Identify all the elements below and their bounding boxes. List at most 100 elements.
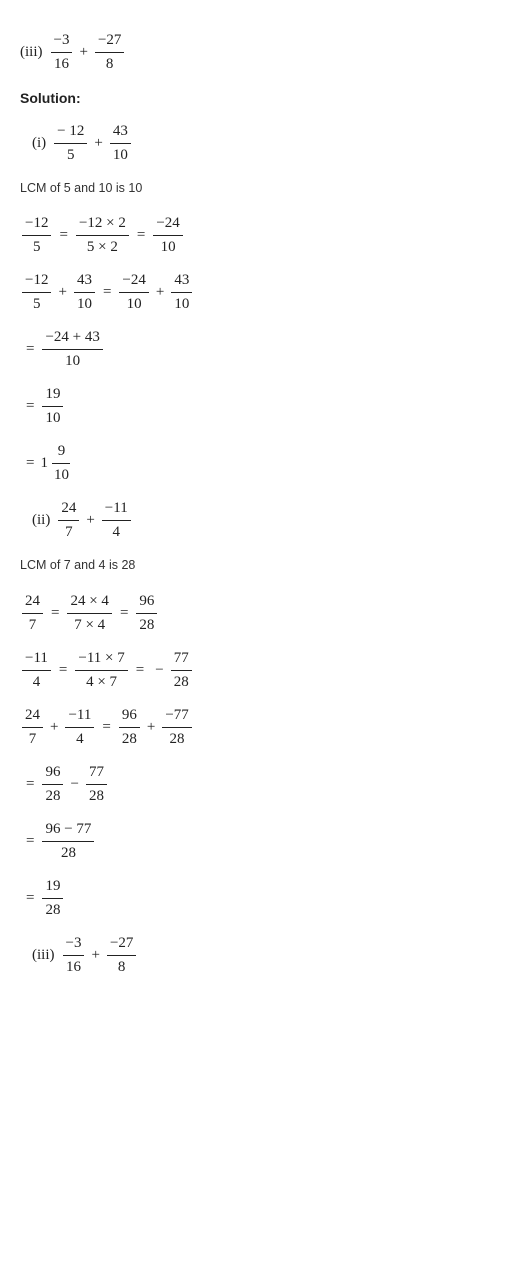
numerator: −77 — [162, 705, 191, 728]
numerator: 77 — [171, 648, 192, 671]
operator-plus: + — [86, 510, 94, 531]
numerator: 43 — [171, 270, 192, 293]
operator-plus: + — [50, 717, 58, 738]
denominator: 28 — [167, 728, 188, 750]
denominator: 7 × 4 — [71, 614, 108, 636]
step-i-b: −12 5 + 43 10 = −24 10 + 43 10 — [20, 270, 506, 315]
numerator: − 12 — [54, 121, 87, 144]
numerator: 77 — [86, 762, 107, 785]
fraction: −3 16 — [51, 30, 73, 75]
negative-sign: − — [155, 660, 163, 681]
fraction: −24 10 — [153, 213, 182, 258]
step-i-a: −12 5 = −12 × 2 5 × 2 = −24 10 — [20, 213, 506, 258]
fraction: 24 7 — [22, 705, 43, 750]
fraction: −77 28 — [162, 705, 191, 750]
label-iii: (iii) — [20, 42, 43, 63]
denominator: 28 — [58, 842, 79, 864]
denominator: 10 — [51, 464, 72, 486]
denominator: 28 — [119, 728, 140, 750]
numerator: −11 — [65, 705, 94, 728]
equals: = — [51, 603, 59, 624]
equals: = — [59, 660, 67, 681]
lcm-note-ii: LCM of 7 and 4 is 28 — [20, 557, 506, 575]
step-ii-c: 24 7 + −11 4 = 96 28 + −77 28 — [20, 705, 506, 750]
denominator: 10 — [110, 144, 131, 166]
denominator: 10 — [171, 293, 192, 315]
numerator: −3 — [63, 933, 85, 956]
denominator: 7 — [60, 521, 78, 543]
denominator: 7 — [24, 728, 42, 750]
part-i-prompt: (i) − 12 5 + 43 10 — [32, 121, 506, 166]
numerator: 24 — [58, 498, 79, 521]
numerator: 24 — [22, 705, 43, 728]
denominator: 10 — [62, 350, 83, 372]
fraction: 19 28 — [42, 876, 63, 921]
numerator: −24 — [119, 270, 148, 293]
denominator: 5 — [62, 144, 80, 166]
denominator: 8 — [113, 956, 131, 978]
numerator: −24 — [153, 213, 182, 236]
fraction: −24 + 43 10 — [42, 327, 102, 372]
fraction: 43 10 — [171, 270, 192, 315]
denominator: 7 — [24, 614, 42, 636]
fraction: 96 28 — [136, 591, 157, 636]
operator-minus: − — [70, 774, 78, 795]
fraction: 77 28 — [171, 648, 192, 693]
denominator: 28 — [42, 785, 63, 807]
fraction: −11 4 — [65, 705, 94, 750]
numerator: 43 — [74, 270, 95, 293]
denominator: 16 — [63, 956, 84, 978]
denominator: 5 × 2 — [84, 236, 121, 258]
denominator: 16 — [51, 53, 72, 75]
fraction: 19 10 — [42, 384, 63, 429]
equals: = — [102, 717, 110, 738]
operator-plus: + — [79, 42, 87, 63]
numerator: −12 — [22, 213, 51, 236]
fraction: −11 × 7 4 × 7 — [75, 648, 127, 693]
equals: = — [59, 225, 67, 246]
denominator: 5 — [28, 236, 46, 258]
numerator: −27 — [95, 30, 124, 53]
label-iii: (iii) — [32, 945, 55, 966]
fraction: −11 4 — [102, 498, 131, 543]
numerator: −11 — [102, 498, 131, 521]
numerator: 24 — [22, 591, 43, 614]
numerator: −11 × 7 — [75, 648, 127, 671]
step-i-c: = −24 + 43 10 — [20, 327, 506, 372]
step-ii-a: 24 7 = 24 × 4 7 × 4 = 96 28 — [20, 591, 506, 636]
fraction: 96 28 — [42, 762, 63, 807]
question-iii-bottom: (iii) −3 16 + −27 8 — [32, 933, 506, 978]
numerator: 96 − 77 — [42, 819, 94, 842]
numerator: −27 — [107, 933, 136, 956]
numerator: −11 — [22, 648, 51, 671]
fraction: 77 28 — [86, 762, 107, 807]
equals: = — [26, 339, 34, 360]
step-ii-b: −11 4 = −11 × 7 4 × 7 = − 77 28 — [20, 648, 506, 693]
denominator: 10 — [124, 293, 145, 315]
denominator: 28 — [171, 671, 192, 693]
numerator: 96 — [136, 591, 157, 614]
equals: = — [103, 282, 111, 303]
fraction: 96 28 — [119, 705, 140, 750]
fraction: −12 × 2 5 × 2 — [76, 213, 129, 258]
denominator: 5 — [28, 293, 46, 315]
numerator: 96 — [119, 705, 140, 728]
operator-plus: + — [91, 945, 99, 966]
operator-plus: + — [156, 282, 164, 303]
denominator: 4 — [107, 521, 125, 543]
fraction: 24 × 4 7 × 4 — [67, 591, 111, 636]
numerator: −24 + 43 — [42, 327, 102, 350]
denominator: 8 — [101, 53, 119, 75]
step-ii-e: = 96 − 77 28 — [20, 819, 506, 864]
solution-heading: Solution: — [20, 89, 506, 109]
denominator: 28 — [42, 899, 63, 921]
step-i-d: = 19 10 — [20, 384, 506, 429]
fraction: 96 − 77 28 — [42, 819, 94, 864]
fraction: −12 5 — [22, 270, 51, 315]
numerator: 19 — [42, 384, 63, 407]
numerator: 19 — [42, 876, 63, 899]
fraction: − 12 5 — [54, 121, 87, 166]
part-ii-prompt: (ii) 24 7 + −11 4 — [32, 498, 506, 543]
numerator: 24 × 4 — [67, 591, 111, 614]
equals: = — [137, 225, 145, 246]
